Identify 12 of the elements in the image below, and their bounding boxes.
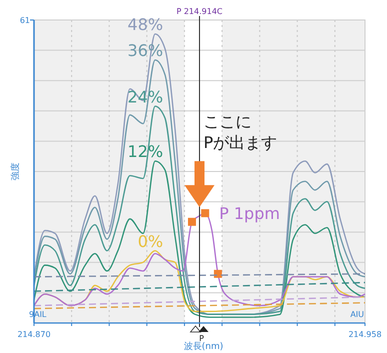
annotation: ここに Pが出ます — [204, 112, 278, 152]
y-axis-title: 強度 — [10, 162, 21, 180]
series-label: 0% — [138, 232, 164, 251]
x-axis-title: 波長(nm) — [184, 341, 224, 352]
x-tick-label: 214.958 — [348, 330, 382, 339]
series-label: P 1ppm — [219, 204, 280, 224]
text: P — [199, 334, 204, 343]
annotation: AIU — [350, 310, 364, 319]
series-label: 48% — [128, 15, 164, 34]
text: 61 — [20, 16, 30, 25]
ref-line-label: P 214.914C — [176, 7, 223, 16]
x-tick-label: 214.870 — [17, 330, 51, 339]
